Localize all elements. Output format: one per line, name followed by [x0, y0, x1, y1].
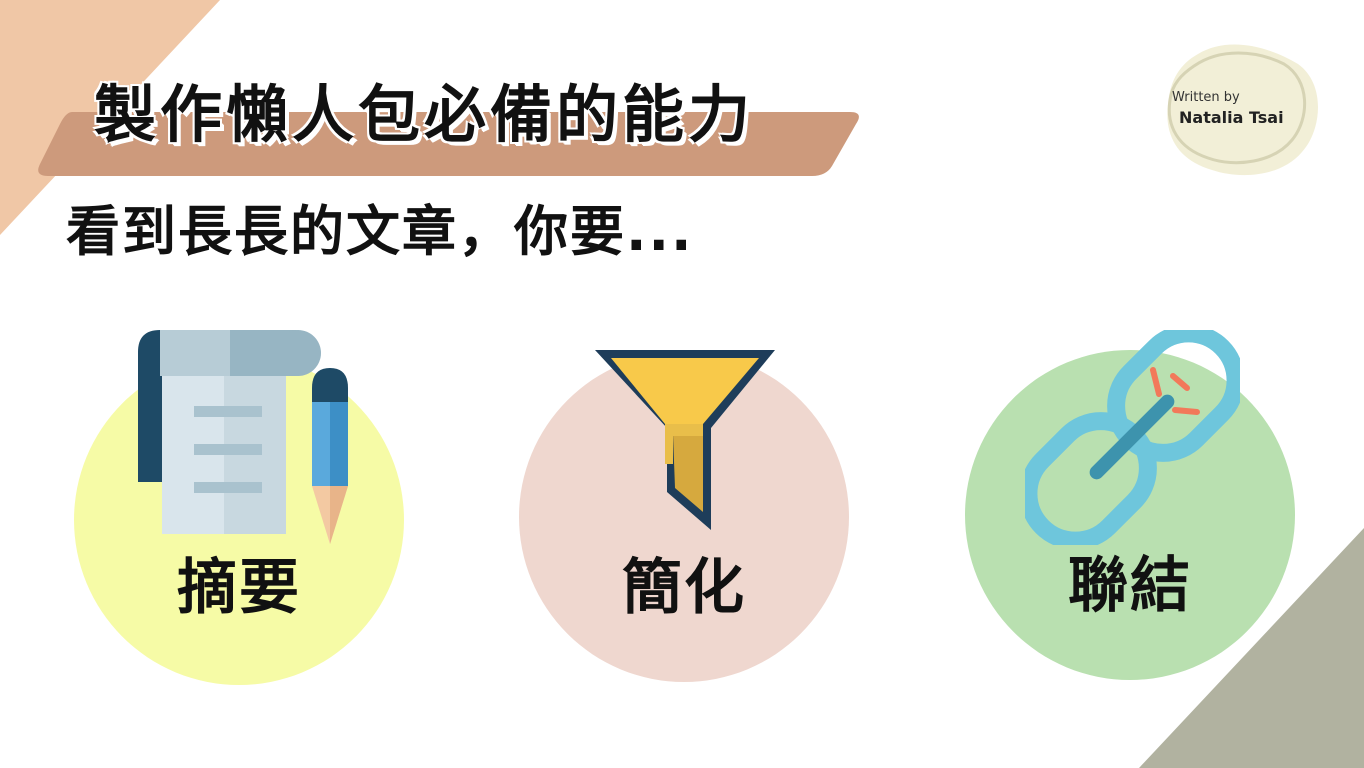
slide-subtitle: 看到長長的文章，你要...	[66, 200, 694, 263]
funnel-icon	[595, 350, 775, 530]
feature-label-connect: 聯結	[1068, 551, 1192, 621]
chain-link-icon	[1025, 330, 1240, 545]
author-name: Natalia Tsai	[1179, 108, 1284, 127]
feature-label-summary: 摘要	[177, 553, 301, 623]
feature-label-simplify: 簡化	[622, 553, 746, 623]
document-pencil-icon	[138, 330, 348, 544]
slide-title: 製作懶人包必備的能力	[94, 78, 755, 151]
author-badge-blob	[1167, 44, 1318, 176]
author-label: Written by	[1172, 90, 1240, 105]
corner-decoration-bottom-right	[1139, 528, 1364, 768]
